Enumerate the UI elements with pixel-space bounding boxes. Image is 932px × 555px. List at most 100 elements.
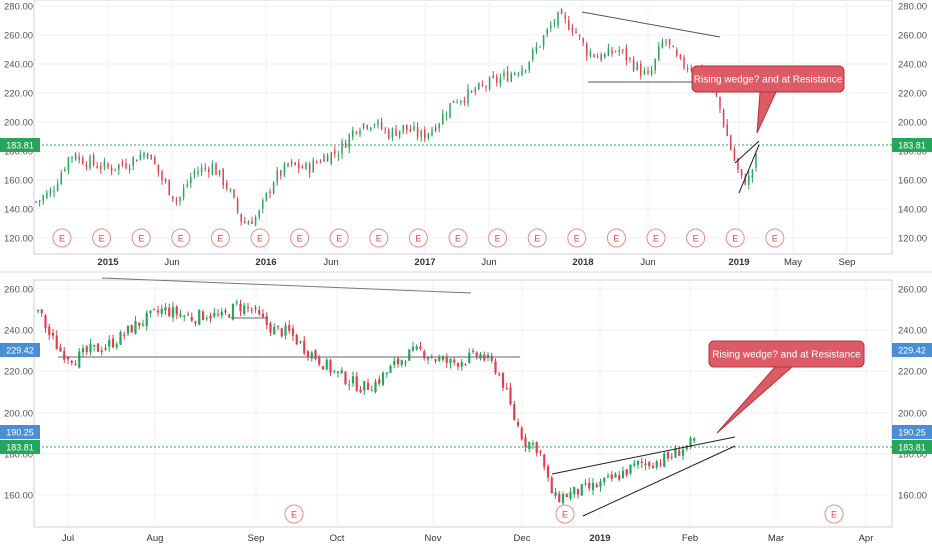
candle-body (42, 195, 44, 201)
candle-body (318, 357, 321, 365)
candle-body (370, 127, 372, 130)
candle-body (625, 47, 628, 61)
candle-body (582, 38, 584, 43)
candle-body (607, 47, 610, 56)
candle-body (235, 302, 238, 304)
candle-body (40, 309, 43, 313)
earnings-marker[interactable] (567, 228, 587, 248)
trend-line-drawing[interactable] (551, 436, 736, 475)
candle-body (554, 492, 557, 496)
earnings-marker[interactable] (408, 228, 428, 248)
candle-body (251, 220, 253, 225)
earnings-marker[interactable] (284, 504, 304, 524)
candle-body (546, 29, 548, 34)
earnings-marker[interactable] (555, 504, 575, 524)
earnings-marker[interactable] (210, 228, 230, 248)
earnings-marker[interactable] (527, 228, 547, 248)
y-tick-label-left: 240.00 (4, 326, 33, 337)
x-tick-label: May (784, 257, 802, 268)
candle-body (333, 370, 336, 372)
candle-body (415, 346, 418, 350)
trend-line-drawing[interactable] (738, 144, 760, 194)
earnings-marker[interactable] (448, 228, 468, 248)
candle-body (557, 12, 559, 26)
candle-body (441, 356, 445, 360)
candle-body (576, 488, 580, 495)
candle-body (406, 124, 408, 130)
candle-body (67, 157, 70, 171)
candle-body (231, 303, 235, 320)
earnings-marker[interactable] (92, 228, 112, 248)
candle-body (128, 167, 131, 170)
earnings-marker-label: E (534, 234, 540, 244)
earnings-marker[interactable] (131, 228, 151, 248)
candle-body (546, 466, 550, 478)
candle-body (344, 371, 347, 385)
candle-body (36, 310, 40, 312)
candle-body (319, 162, 322, 164)
candle-body (366, 125, 368, 129)
earnings-marker[interactable] (52, 228, 72, 248)
candle-body (312, 160, 314, 173)
earnings-marker[interactable] (606, 228, 626, 248)
price-tag (892, 343, 932, 357)
earnings-marker[interactable] (171, 228, 191, 248)
candle-body (553, 22, 556, 24)
earnings-marker-label: E (562, 510, 568, 520)
trend-line-drawing[interactable] (101, 277, 472, 294)
earnings-marker[interactable] (765, 228, 785, 248)
candle-body (614, 473, 617, 478)
candle-body (283, 163, 286, 176)
candle-body (200, 167, 203, 173)
candle-body (528, 442, 531, 450)
candle-body (154, 157, 156, 165)
candle-body (486, 354, 490, 358)
candle-body (190, 176, 192, 184)
candle-body (53, 190, 55, 193)
candle-body (179, 197, 181, 202)
earnings-marker[interactable] (290, 228, 310, 248)
earnings-marker-label: E (831, 510, 837, 520)
candle-body (111, 338, 115, 348)
candle-body (492, 75, 494, 78)
candle-body (182, 188, 185, 198)
candle-body (374, 381, 377, 393)
candle-body (321, 366, 325, 370)
earnings-marker[interactable] (725, 228, 745, 248)
earnings-marker[interactable] (488, 228, 508, 248)
x-tick-label: Feb (682, 533, 698, 544)
candle-body (370, 390, 373, 392)
candle-body (132, 157, 134, 166)
candle-body (659, 463, 662, 465)
earnings-marker-label: E (257, 234, 263, 244)
candle-body (396, 358, 400, 365)
earnings-marker[interactable] (369, 228, 389, 248)
candle-body (121, 162, 124, 165)
candle-body (352, 130, 354, 137)
candle-body (463, 100, 466, 103)
candle-body (464, 363, 467, 365)
annotation-callout[interactable] (708, 340, 865, 368)
y-tick-label-right: 180.00 (898, 450, 927, 461)
earnings-marker[interactable] (646, 228, 666, 248)
earnings-marker[interactable] (329, 228, 349, 248)
earnings-marker[interactable] (250, 228, 270, 248)
trend-line-drawing[interactable] (734, 140, 760, 164)
trend-line-drawing[interactable] (581, 11, 721, 38)
earnings-marker[interactable] (686, 228, 706, 248)
candle-body (46, 192, 48, 199)
trend-line-drawing[interactable] (582, 445, 736, 517)
candle-body (108, 339, 111, 347)
candle-body (254, 216, 257, 226)
candle-body (434, 126, 437, 131)
annotation-callout[interactable] (691, 65, 845, 93)
candle-body (456, 363, 460, 367)
candle-body (336, 371, 340, 373)
y-tick-label-left: 160.00 (4, 491, 33, 502)
candle-body (388, 129, 390, 139)
candle-body (74, 363, 77, 366)
earnings-marker[interactable] (824, 504, 844, 524)
candle-body (280, 328, 283, 337)
